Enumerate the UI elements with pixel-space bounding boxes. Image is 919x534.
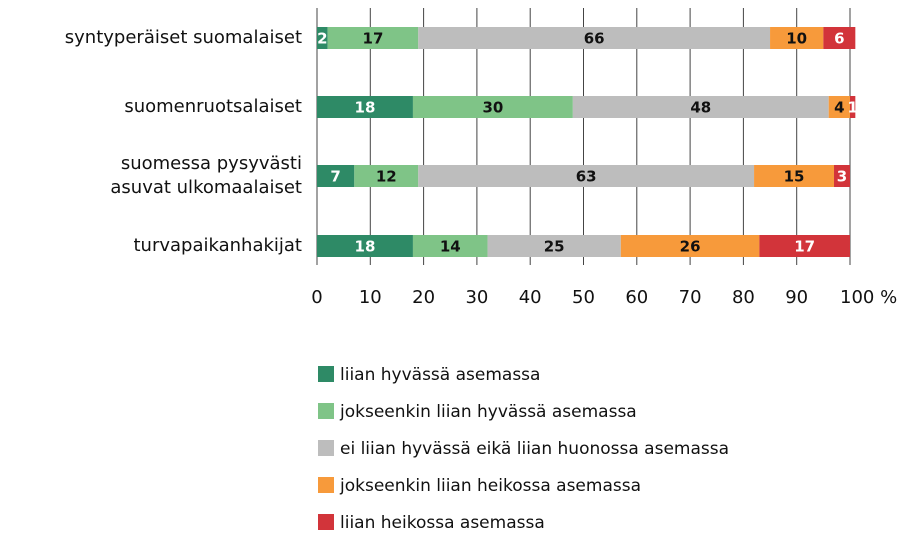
x-tick-label: 10 xyxy=(359,287,382,308)
category-label: suomenruotsalaiset xyxy=(124,96,302,117)
bar-segment xyxy=(487,235,621,257)
x-tick-label: 100 % xyxy=(840,287,897,308)
bar-segment xyxy=(823,27,856,49)
value-label: 7 xyxy=(330,168,340,186)
bar-segment xyxy=(412,235,488,257)
bar-segment xyxy=(327,27,419,49)
value-label: 2 xyxy=(317,30,327,48)
bar-segment xyxy=(418,165,755,187)
x-tick-label: 0 xyxy=(311,287,322,308)
bar-segment xyxy=(759,235,850,257)
value-label: 15 xyxy=(784,168,805,186)
value-label: 4 xyxy=(834,99,844,117)
x-tick-label: 60 xyxy=(625,287,648,308)
bar-segment xyxy=(418,27,771,49)
legend-swatch xyxy=(318,403,334,419)
bar-segment xyxy=(834,165,850,187)
legend-label: jokseenkin liian hyvässä asemassa xyxy=(339,402,637,422)
bar-segment xyxy=(828,96,850,118)
value-label: 48 xyxy=(690,99,711,117)
bar-segment xyxy=(354,165,419,187)
value-label: 12 xyxy=(376,168,397,186)
value-label: 26 xyxy=(680,238,701,256)
x-tick-label: 30 xyxy=(465,287,488,308)
value-label: 6 xyxy=(834,30,844,48)
bar-segment xyxy=(412,96,573,118)
value-label: 25 xyxy=(544,238,565,256)
x-tick-label: 70 xyxy=(679,287,702,308)
bar-segment xyxy=(770,27,824,49)
legend-swatch xyxy=(318,440,334,456)
legend-swatch xyxy=(318,514,334,530)
value-label: 3 xyxy=(837,168,847,186)
bar-segment xyxy=(317,27,328,49)
bar-segment xyxy=(620,235,760,257)
value-label: 18 xyxy=(355,99,376,117)
legend-swatch xyxy=(318,366,334,382)
value-label: 10 xyxy=(786,30,807,48)
legend-label: liian hyvässä asemassa xyxy=(340,365,540,385)
x-tick-label: 80 xyxy=(732,287,755,308)
bar-segment xyxy=(317,235,413,257)
x-tick-label: 90 xyxy=(785,287,808,308)
value-label: 63 xyxy=(576,168,597,186)
legend-label: ei liian hyvässä eikä liian huonossa ase… xyxy=(340,439,729,459)
value-label: 66 xyxy=(584,30,605,48)
bar-segment xyxy=(317,165,355,187)
x-tick-label: 40 xyxy=(519,287,542,308)
value-label: 18 xyxy=(355,238,376,256)
bar-segment xyxy=(317,96,413,118)
value-label: 17 xyxy=(363,30,384,48)
category-label: turvapaikanhakijat xyxy=(133,235,302,256)
legend-label: liian heikossa asemassa xyxy=(340,513,545,533)
category-label: syntyperäiset suomalaiset xyxy=(64,27,302,48)
value-label: 30 xyxy=(482,99,503,117)
value-label: 1 xyxy=(847,99,857,117)
bar-segment xyxy=(572,96,829,118)
value-label: 17 xyxy=(794,238,815,256)
bar-segment xyxy=(850,96,856,118)
category-label: suomessa pysyvästi asuvat ulkomaalaiset xyxy=(110,153,302,198)
legend-swatch xyxy=(318,477,334,493)
x-tick-label: 50 xyxy=(572,287,595,308)
value-label: 14 xyxy=(440,238,461,256)
bar-segment xyxy=(754,165,835,187)
x-tick-label: 20 xyxy=(412,287,435,308)
legend-label: jokseenkin liian heikossa asemassa xyxy=(339,476,641,496)
